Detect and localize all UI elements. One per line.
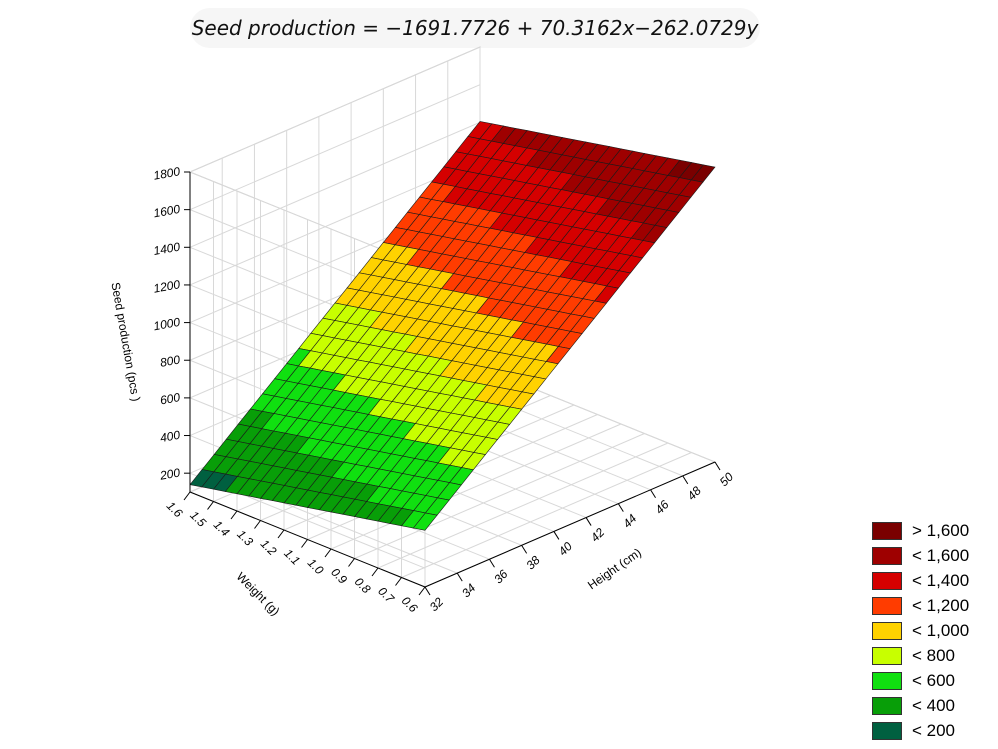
legend-item: < 600 xyxy=(872,668,992,693)
legend-swatch xyxy=(872,696,902,715)
y-tick-mark xyxy=(395,577,402,586)
y-axis-label: Weight (g) xyxy=(234,569,283,618)
z-tick-label: 1600 xyxy=(152,202,181,220)
y-tick-label: 1.0 xyxy=(305,556,327,578)
legend-label: < 1,200 xyxy=(912,595,970,615)
x-tick-label: 38 xyxy=(523,553,543,573)
y-tick-mark xyxy=(207,501,214,510)
x-axis-label: Height (cm) xyxy=(585,545,644,592)
legend-swatch xyxy=(872,546,902,565)
legend-swatch xyxy=(872,646,902,665)
legend-label: < 400 xyxy=(912,695,956,715)
grid-line xyxy=(189,159,481,286)
legend-swatch xyxy=(872,571,902,590)
grid-line xyxy=(189,121,481,248)
y-tick-label: 1.1 xyxy=(281,546,303,568)
z-tick-label: 1000 xyxy=(152,315,181,333)
legend-item: > 1,600 xyxy=(872,518,992,543)
legend-item: < 1,200 xyxy=(872,593,992,618)
x-tick-mark xyxy=(424,586,431,596)
x-tick-mark xyxy=(650,489,656,499)
z-tick-label: 400 xyxy=(159,428,181,445)
y-tick-label: 1.4 xyxy=(211,518,233,540)
y-tick-mark xyxy=(348,558,355,567)
chart-surface xyxy=(189,121,716,531)
x-tick-mark xyxy=(456,572,463,582)
x-tick-label: 42 xyxy=(588,525,608,545)
z-tick-label: 200 xyxy=(158,465,181,482)
x-tick-label: 34 xyxy=(459,581,479,601)
legend-swatch xyxy=(872,596,902,615)
legend-label: < 1,000 xyxy=(912,620,970,640)
z-tick-label: 600 xyxy=(159,390,181,407)
x-tick-label: 48 xyxy=(685,483,705,503)
x-tick-mark xyxy=(553,531,560,540)
y-tick-mark xyxy=(183,491,191,501)
z-tick-label: 1200 xyxy=(152,277,181,295)
x-tick-mark xyxy=(682,475,689,485)
y-tick-label: 0.8 xyxy=(352,575,374,597)
x-tick-label: 40 xyxy=(556,539,576,559)
grid-line xyxy=(330,423,622,550)
legend-item: < 400 xyxy=(872,693,992,718)
legend-swatch xyxy=(872,521,902,540)
z-tick-label: 1800 xyxy=(152,164,181,182)
legend-label: < 200 xyxy=(912,720,956,740)
grid-line xyxy=(401,452,692,578)
legend-item: < 800 xyxy=(872,643,992,668)
legend-label: < 1,400 xyxy=(912,570,970,590)
legend-label: < 600 xyxy=(912,670,956,690)
x-axis-line xyxy=(424,461,716,588)
y-tick-mark xyxy=(277,529,285,539)
chart-title: Seed production = −1691.7726 + 70.3162x−… xyxy=(191,16,759,40)
title-backdrop: Seed production = −1691.7726 + 70.3162x−… xyxy=(190,8,760,48)
y-tick-label: 0.6 xyxy=(399,594,421,616)
y-tick-mark xyxy=(324,548,332,558)
legend-item: < 1,600 xyxy=(872,543,992,568)
surface-cell xyxy=(189,469,215,488)
y-tick-mark xyxy=(418,586,426,596)
legend-item: < 200 xyxy=(872,718,992,743)
y-tick-mark xyxy=(254,520,261,529)
y-tick-label: 1.2 xyxy=(258,537,280,559)
x-tick-label: 46 xyxy=(652,497,672,517)
x-tick-mark xyxy=(714,461,721,471)
grid-line xyxy=(377,442,669,569)
legend-label: < 1,600 xyxy=(912,545,970,565)
x-tick-label: 44 xyxy=(620,511,640,531)
x-tick-label: 36 xyxy=(491,567,511,587)
y-tick-label: 1.5 xyxy=(187,508,209,530)
x-tick-mark xyxy=(489,558,495,568)
z-tick-label: 800 xyxy=(159,352,181,369)
legend-label: > 1,600 xyxy=(912,520,970,540)
z-axis-label: Seed production (pcs ) xyxy=(108,281,143,402)
x-tick-mark xyxy=(585,517,592,526)
legend-swatch xyxy=(872,621,902,640)
y-tick-label: 1.3 xyxy=(234,527,256,549)
y-tick-label: 1.6 xyxy=(164,499,186,521)
y-tick-label: 0.7 xyxy=(375,584,398,607)
grid-line xyxy=(189,84,481,211)
grid-line xyxy=(189,46,481,173)
x-tick-label: 50 xyxy=(717,470,737,490)
y-tick-mark xyxy=(301,539,308,548)
x-tick-mark xyxy=(617,503,624,512)
y-tick-mark xyxy=(230,510,238,520)
y-axis-line xyxy=(189,491,426,588)
legend-label: < 800 xyxy=(912,645,956,665)
x-tick-label: 32 xyxy=(427,595,447,615)
legend-swatch xyxy=(872,721,902,740)
legend: > 1,600 < 1,600 < 1,400 < 1,200 < 1,000 < 800… xyxy=(872,518,992,743)
legend-swatch xyxy=(872,671,902,690)
z-tick-label: 1400 xyxy=(152,240,181,258)
grid-line xyxy=(354,433,645,559)
legend-item: < 1,400 xyxy=(872,568,992,593)
x-tick-mark xyxy=(521,545,528,554)
y-tick-label: 0.9 xyxy=(328,565,350,587)
y-tick-mark xyxy=(371,567,379,577)
legend-item: < 1,000 xyxy=(872,618,992,643)
